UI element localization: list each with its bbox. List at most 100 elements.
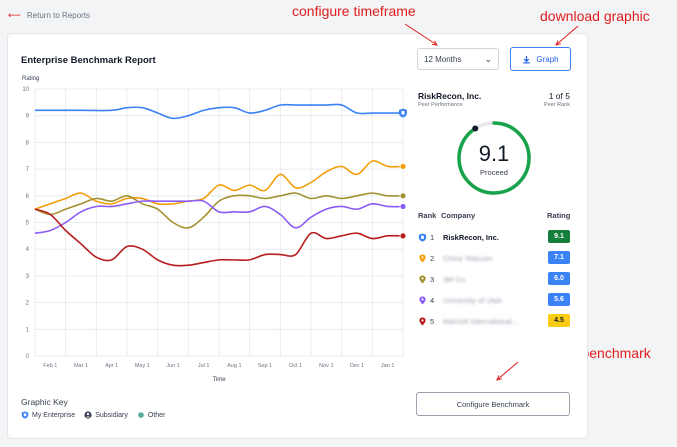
x-tick-label: Feb 1 [43,363,57,369]
graphic-key-item: Subsidiary [84,411,128,419]
company-name: 3M Co. [443,275,468,284]
back-arrow-icon: ⟵ [8,10,21,20]
x-tick-label: Sep 1 [258,363,272,369]
timeframe-select-value: 12 Months [424,54,462,64]
ranking-row[interactable]: 1 RiskRecon, Inc. 9.1 [418,230,570,246]
location-pin-icon [419,254,426,263]
configure-benchmark-label: Configure Benchmark [456,399,530,409]
timeframe-select[interactable]: 12 Months ⌄ [417,48,499,70]
col-rank: Rank [418,211,437,220]
x-tick-label: Jul 1 [198,363,210,369]
panel-rank: 1 of 5 [548,91,570,101]
rank-number: 1 [430,233,435,242]
y-tick-label: 10 [22,87,29,93]
y-tick-label: 2 [26,301,30,307]
company-name: China Telecom [443,254,493,263]
back-link[interactable]: ⟵ Return to Reports [8,10,90,21]
gauge-marker [472,125,479,132]
report-card [7,33,588,439]
y-tick-label: 9 [26,114,30,120]
download-graph-button[interactable]: Graph [510,47,571,71]
x-tick-label: Oct 1 [289,363,302,369]
dot-icon [138,412,144,418]
y-tick-label: 3 [26,274,30,280]
series-line-5 [34,208,404,267]
series-end-marker [399,163,407,170]
series-end-marker [399,203,407,210]
ranking-row[interactable]: 3 3M Co. 6.0 [418,272,570,288]
location-pin-icon [419,317,426,326]
chart-grid [34,88,404,357]
panel-rank-sub: Peer Rank [544,102,570,108]
rating-badge: 9.1 [548,230,570,243]
x-tick-label: Dec 1 [350,363,364,369]
graph-button-label: Graph [536,54,559,64]
ranking-row[interactable]: 5 Marriott International... 4.5 [418,314,570,330]
x-tick-label: Mar 1 [74,363,88,369]
x-tick-labels: Feb 1 Mar 1 Apr 1 May 1 Jun 1 Jul 1 Aug 1 Sep 1… [43,363,394,369]
x-axis-label: Time [212,377,226,383]
location-pin-icon [419,275,426,284]
y-tick-labels: 0 1 2 3 4 5 6 7 8 9 10 [22,87,29,360]
series-end-marker [399,232,407,240]
y-tick-label: 4 [26,247,30,253]
rating-badge: 4.5 [548,314,570,327]
y-tick-label: 5 [26,221,30,227]
graphic-key-label: Subsidiary [95,411,128,419]
ranking-row[interactable]: 4 University of Utah 5.6 [418,293,570,309]
series-line-1 [34,103,403,120]
graphic-key-item: Other [137,411,166,419]
location-pin-icon [419,296,426,305]
y-tick-label: 7 [26,167,30,173]
rating-badge: 6.0 [548,272,570,285]
y-tick-label: 8 [26,140,30,146]
annotation-timeframe: configure timeframe [292,3,416,19]
chart-series [34,103,404,267]
chevron-down-icon: ⌄ [484,53,492,64]
report-title: Enterprise Benchmark Report [21,55,156,66]
shield-icon [418,233,427,242]
graphic-key-item: My Enterprise [21,411,75,419]
x-tick-label: Nov 1 [319,363,333,369]
rank-number: 4 [430,296,435,305]
back-link-label: Return to Reports [26,11,91,20]
score-gauge [457,121,531,195]
ranking-row[interactable]: 2 China Telecom 7.1 [418,251,570,267]
company-name: Marriott International... [443,317,519,326]
series-line-2 [34,160,404,210]
y-axis-label: Rating [22,76,39,82]
x-tick-label: Jun 1 [166,363,179,369]
rank-number: 3 [430,275,435,284]
x-tick-label: Aug 1 [227,363,241,369]
gauge-arc [457,121,531,195]
col-company: Company [441,211,476,220]
rating-badge: 7.1 [548,251,570,264]
graphic-key-label: Other [147,411,166,419]
download-icon [523,55,531,64]
rating-badge: 5.6 [548,293,570,306]
y-tick-label: 6 [26,194,30,200]
x-tick-label: Apr 1 [105,363,118,369]
x-tick-label: Jan 1 [381,363,394,369]
person-icon [84,411,92,419]
panel-company-sub: Peer Performance [418,102,463,108]
graphic-key-label: My Enterprise [32,411,76,419]
company-name: RiskRecon, Inc. [443,233,499,242]
configure-benchmark-button[interactable]: Configure Benchmark [416,392,570,416]
shield-icon [21,411,29,419]
graphic-key-title: Graphic Key [21,397,68,407]
x-tick-label: May 1 [135,363,150,369]
score-label: Proceed [480,168,508,177]
shield-icon [399,108,407,118]
series-line-3 [34,192,404,229]
company-name: University of Utah [443,296,503,305]
score-value: 9.1 [478,141,510,166]
series-end-marker [399,192,407,200]
panel-company-name: RiskRecon, Inc. [418,91,482,101]
rank-number: 2 [430,254,435,263]
y-tick-label: 0 [26,354,30,360]
col-rating: Rating [547,211,571,220]
y-tick-label: 1 [26,327,30,333]
graphic-key: My Enterprise Subsidiary Other [21,411,170,419]
